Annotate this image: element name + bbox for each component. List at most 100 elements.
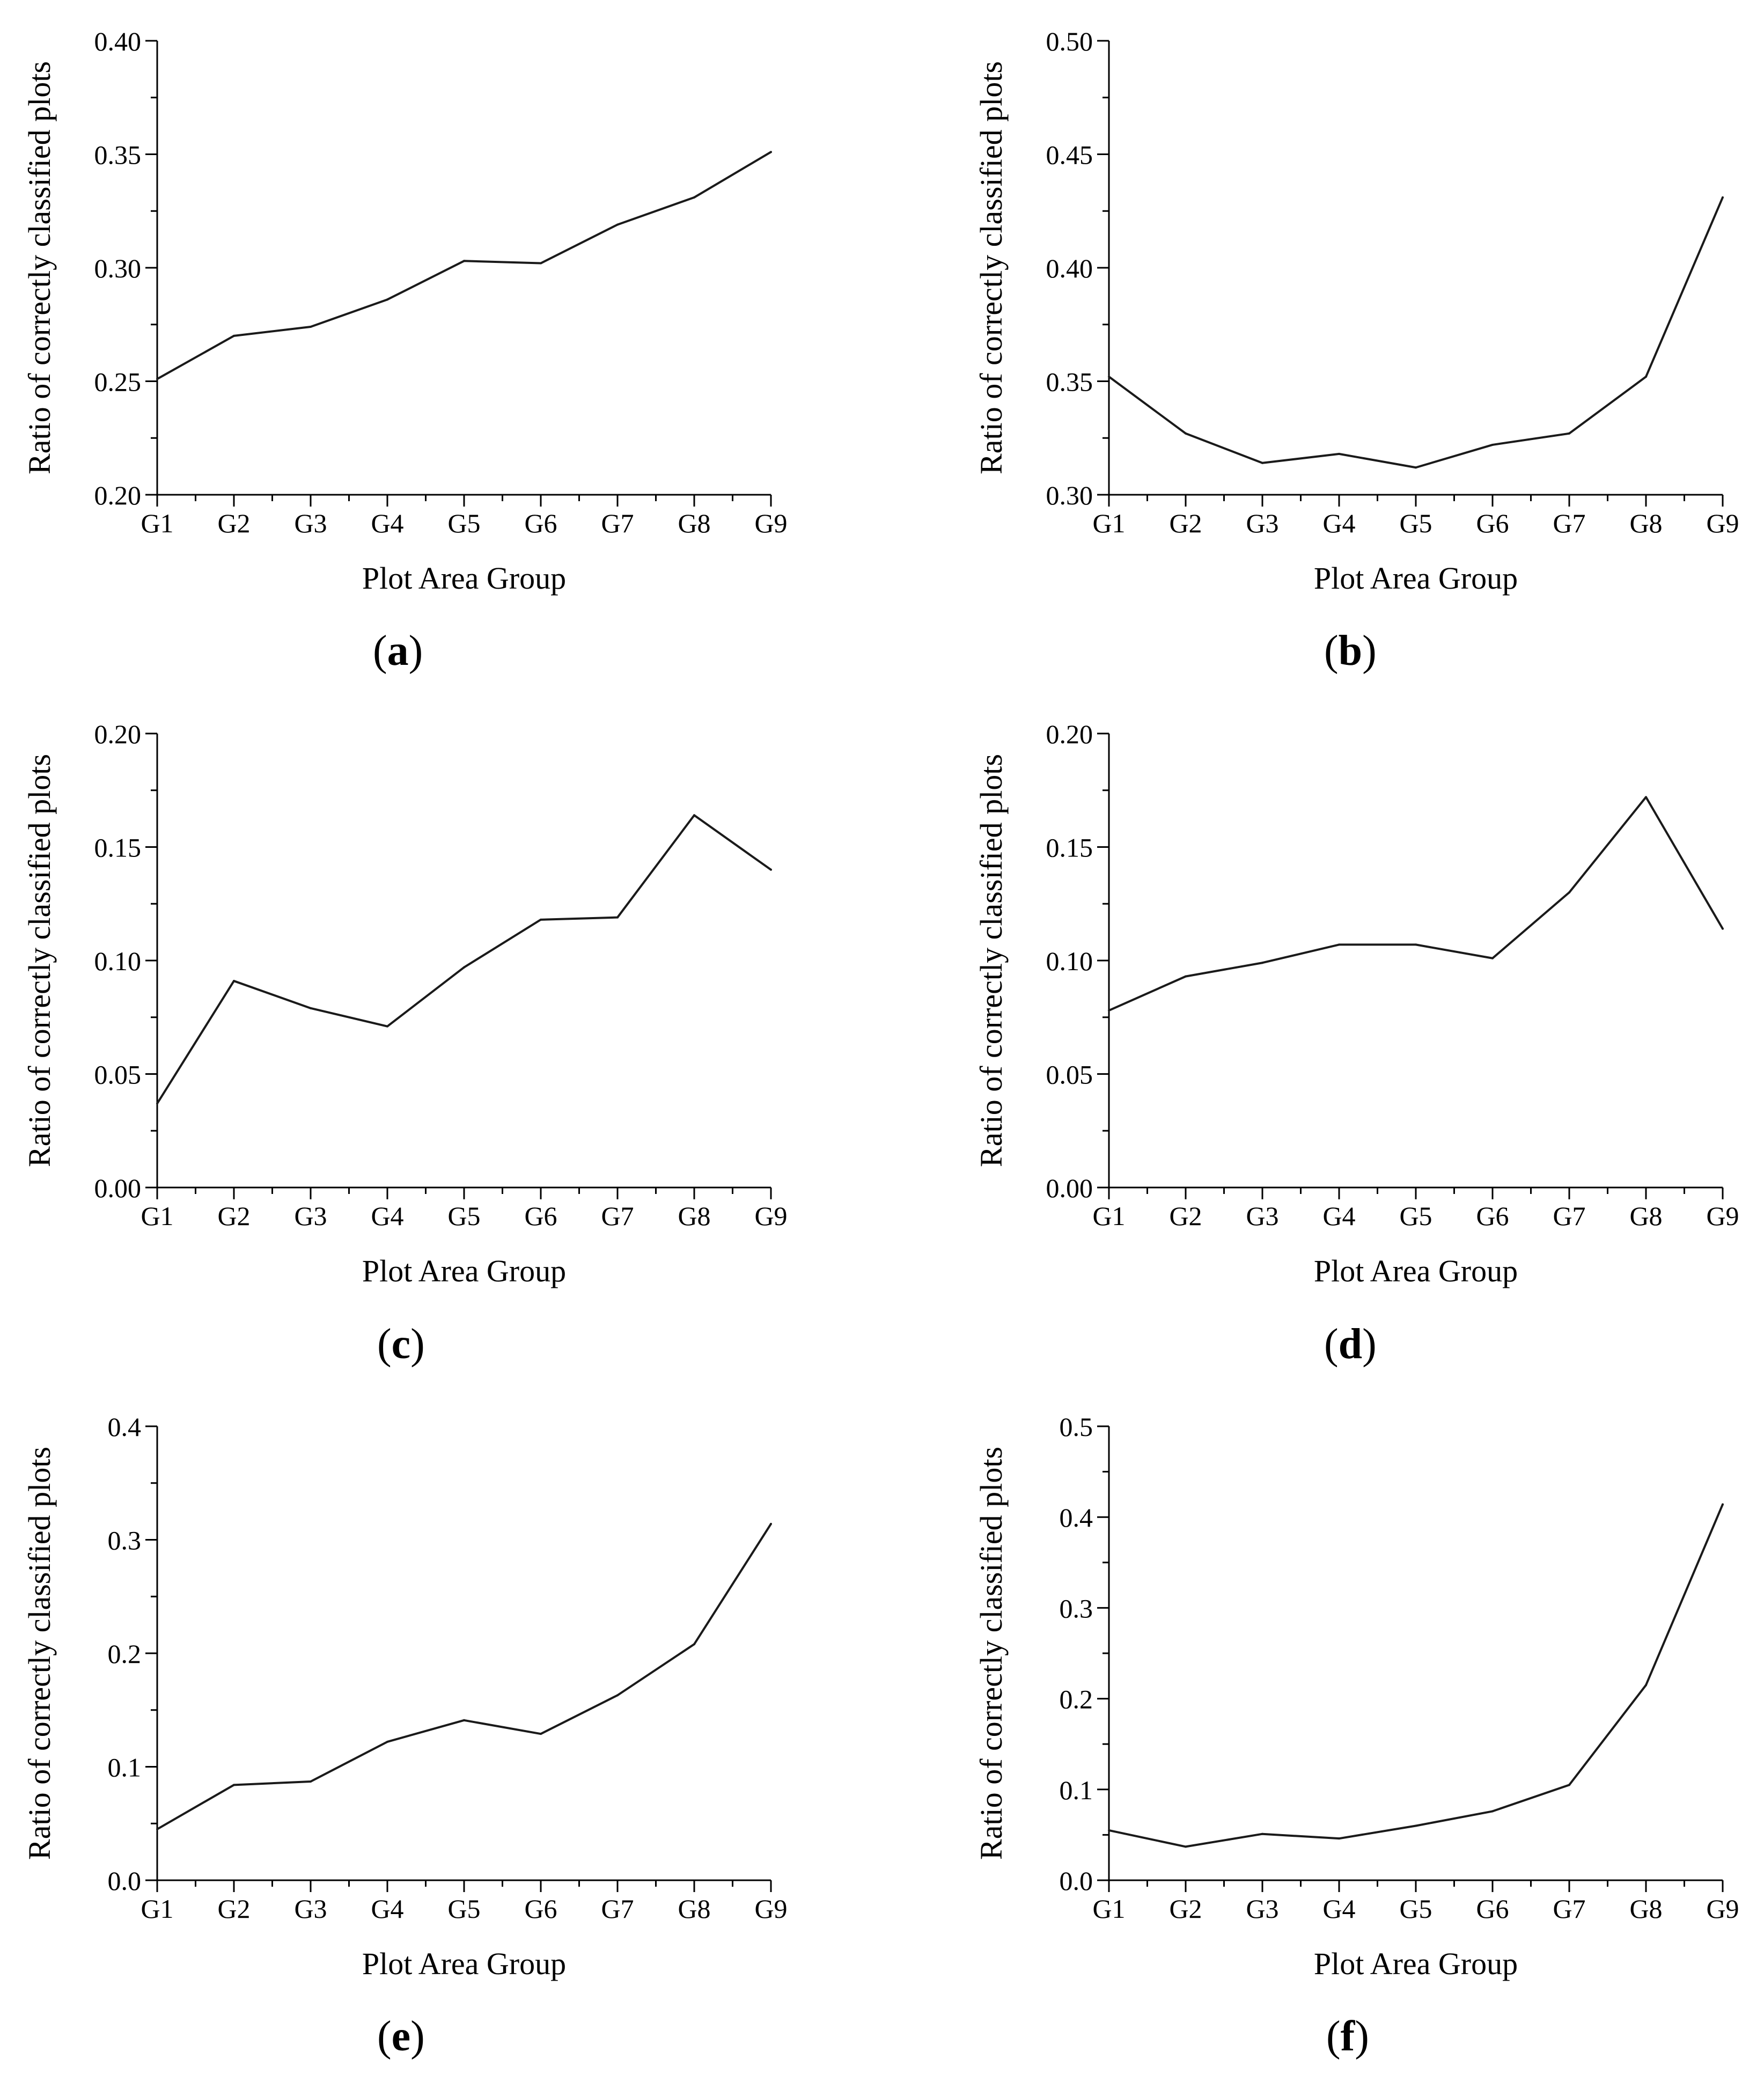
x-tick-label: G9 (754, 1894, 787, 1924)
y-tick-label: 0.35 (94, 140, 142, 170)
x-tick-label: G2 (217, 1894, 250, 1924)
x-tick-label: G5 (447, 1201, 480, 1231)
data-point-g9 (1722, 927, 1724, 930)
y-tick-label: 0.25 (94, 367, 142, 397)
data-point-g4 (386, 1740, 388, 1743)
data-point-g5 (1415, 943, 1417, 946)
series-line-c (156, 814, 772, 1104)
y-tick-label: 0.00 (94, 1173, 142, 1203)
y-tick-label: 0.5 (1060, 1412, 1093, 1442)
x-axis-title: Plot Area Group (362, 561, 566, 596)
panel-label-a: (a) (373, 627, 423, 675)
x-axis-title: Plot Area Group (1314, 561, 1518, 596)
chart-a: 0.20 0.25 0.30 0.35 0.40 G1 G2 G3 G4 G5 G6 G7 G8 G9 Pl… (22, 26, 788, 596)
data-point-g4 (1338, 943, 1340, 946)
data-point-g7 (1568, 891, 1570, 894)
data-point-g5 (463, 966, 465, 969)
x-tick-label: G8 (1629, 508, 1662, 538)
x-tick-label: G1 (1092, 1201, 1125, 1231)
data-point-g8 (1645, 796, 1647, 798)
y-tick-label: 0.4 (108, 1412, 142, 1442)
y-tick-label: 0.3 (108, 1526, 142, 1556)
x-tick-label: G6 (1476, 508, 1509, 538)
x-tick-label: G9 (1706, 508, 1739, 538)
x-tick-label: G8 (1629, 1894, 1662, 1924)
data-point-g6 (1491, 443, 1494, 446)
x-tick-label: G3 (1246, 1894, 1278, 1924)
y-axis-title: Ratio of correctly classified plots (22, 1447, 57, 1860)
data-point-g4 (386, 1025, 388, 1028)
x-tick-label: G8 (678, 1894, 710, 1924)
y-tick-label: 0.40 (94, 26, 142, 56)
data-point-g4 (1338, 1837, 1340, 1840)
y-tick-label: 0.4 (1060, 1502, 1093, 1533)
x-tick-label: G3 (294, 1201, 327, 1231)
y-tick-label: 0.2 (1060, 1684, 1093, 1714)
panel-label-d: (d) (1324, 1321, 1377, 1368)
x-tick-label: G6 (1476, 1894, 1509, 1924)
x-tick-label: G7 (601, 1894, 634, 1924)
x-tick-label: G5 (1399, 508, 1432, 538)
x-tick-label: G3 (294, 1894, 327, 1924)
data-point-g9 (770, 868, 772, 871)
data-point-g5 (1415, 1824, 1417, 1827)
data-point-g2 (1185, 432, 1187, 435)
data-point-g3 (310, 325, 312, 328)
data-point-g2 (1185, 1845, 1187, 1848)
y-axis-title: Ratio of correctly classified plots (22, 754, 57, 1167)
x-tick-label: G3 (1246, 508, 1278, 538)
x-tick-label: G7 (601, 1201, 634, 1231)
series-line-a (157, 151, 772, 380)
y-tick-label: 0.20 (1046, 719, 1093, 749)
data-point-g4 (1338, 452, 1340, 455)
y-tick-label: 0.10 (94, 946, 142, 976)
x-tick-label: G7 (1553, 1201, 1585, 1231)
y-tick-label: 0.1 (108, 1753, 142, 1783)
chart-d: 0.00 0.05 0.10 0.15 0.20 G1 G2 G3 G4 G5 G6 G7 G8 G9 Pl… (974, 719, 1739, 1288)
x-tick-label: G4 (371, 508, 403, 538)
chart-f: 0.0 0.1 0.2 0.3 0.4 0.5 G1 G2 G3 G4 G5 G6 G7 G8 G9 Plot… (974, 1412, 1739, 1981)
data-point-g7 (1568, 1784, 1570, 1786)
data-point-g6 (540, 262, 542, 265)
data-point-g3 (1261, 1833, 1263, 1835)
data-point-g9 (1722, 196, 1724, 199)
y-tick-label: 0.40 (1046, 253, 1093, 283)
y-tick-label: 0.50 (1046, 26, 1093, 56)
data-point-g8 (1645, 1684, 1647, 1687)
data-point-g8 (693, 1643, 695, 1646)
x-tick-label: G3 (1246, 1201, 1278, 1231)
data-point-g6 (540, 918, 542, 921)
x-tick-label: G2 (217, 508, 250, 538)
data-point-g1 (1108, 1829, 1110, 1831)
x-tick-label: G7 (1553, 1894, 1585, 1924)
y-tick-label: 0.0 (108, 1866, 142, 1896)
y-tick-label: 0.3 (1060, 1593, 1093, 1623)
x-tick-label: G8 (1629, 1201, 1662, 1231)
data-point-g7 (616, 223, 619, 226)
y-tick-label: 0.05 (1046, 1060, 1093, 1090)
chart-e: 0.0 0.1 0.2 0.3 0.4 G1 G2 G3 G4 G5 G6 G7 G8 G9 Plot Ar… (22, 1412, 788, 1981)
x-tick-label: G2 (1169, 1894, 1202, 1924)
data-point-g7 (616, 1694, 619, 1697)
x-tick-label: G4 (371, 1894, 403, 1924)
x-axis-title: Plot Area Group (362, 1946, 566, 1981)
series-line-d (1108, 796, 1724, 1011)
data-point-g5 (1415, 466, 1417, 469)
data-point-g8 (1645, 376, 1647, 378)
series-line-e (157, 1523, 772, 1830)
x-tick-label: G4 (1322, 508, 1355, 538)
y-tick-label: 0.45 (1046, 140, 1093, 170)
y-tick-label: 0.1 (1060, 1775, 1093, 1805)
x-tick-label: G5 (447, 508, 480, 538)
data-point-g1 (156, 1102, 158, 1105)
panel-label-c: (c) (377, 1321, 425, 1368)
x-tick-label: G1 (141, 1894, 173, 1924)
y-tick-label: 0.30 (1046, 480, 1093, 510)
y-tick-label: 0.10 (1046, 946, 1093, 976)
data-point-g1 (1108, 376, 1110, 378)
y-tick-label: 0.2 (108, 1639, 142, 1669)
x-tick-label: G9 (754, 508, 787, 538)
data-point-g6 (1491, 1810, 1494, 1813)
panel-label-e: (e) (377, 2013, 425, 2060)
